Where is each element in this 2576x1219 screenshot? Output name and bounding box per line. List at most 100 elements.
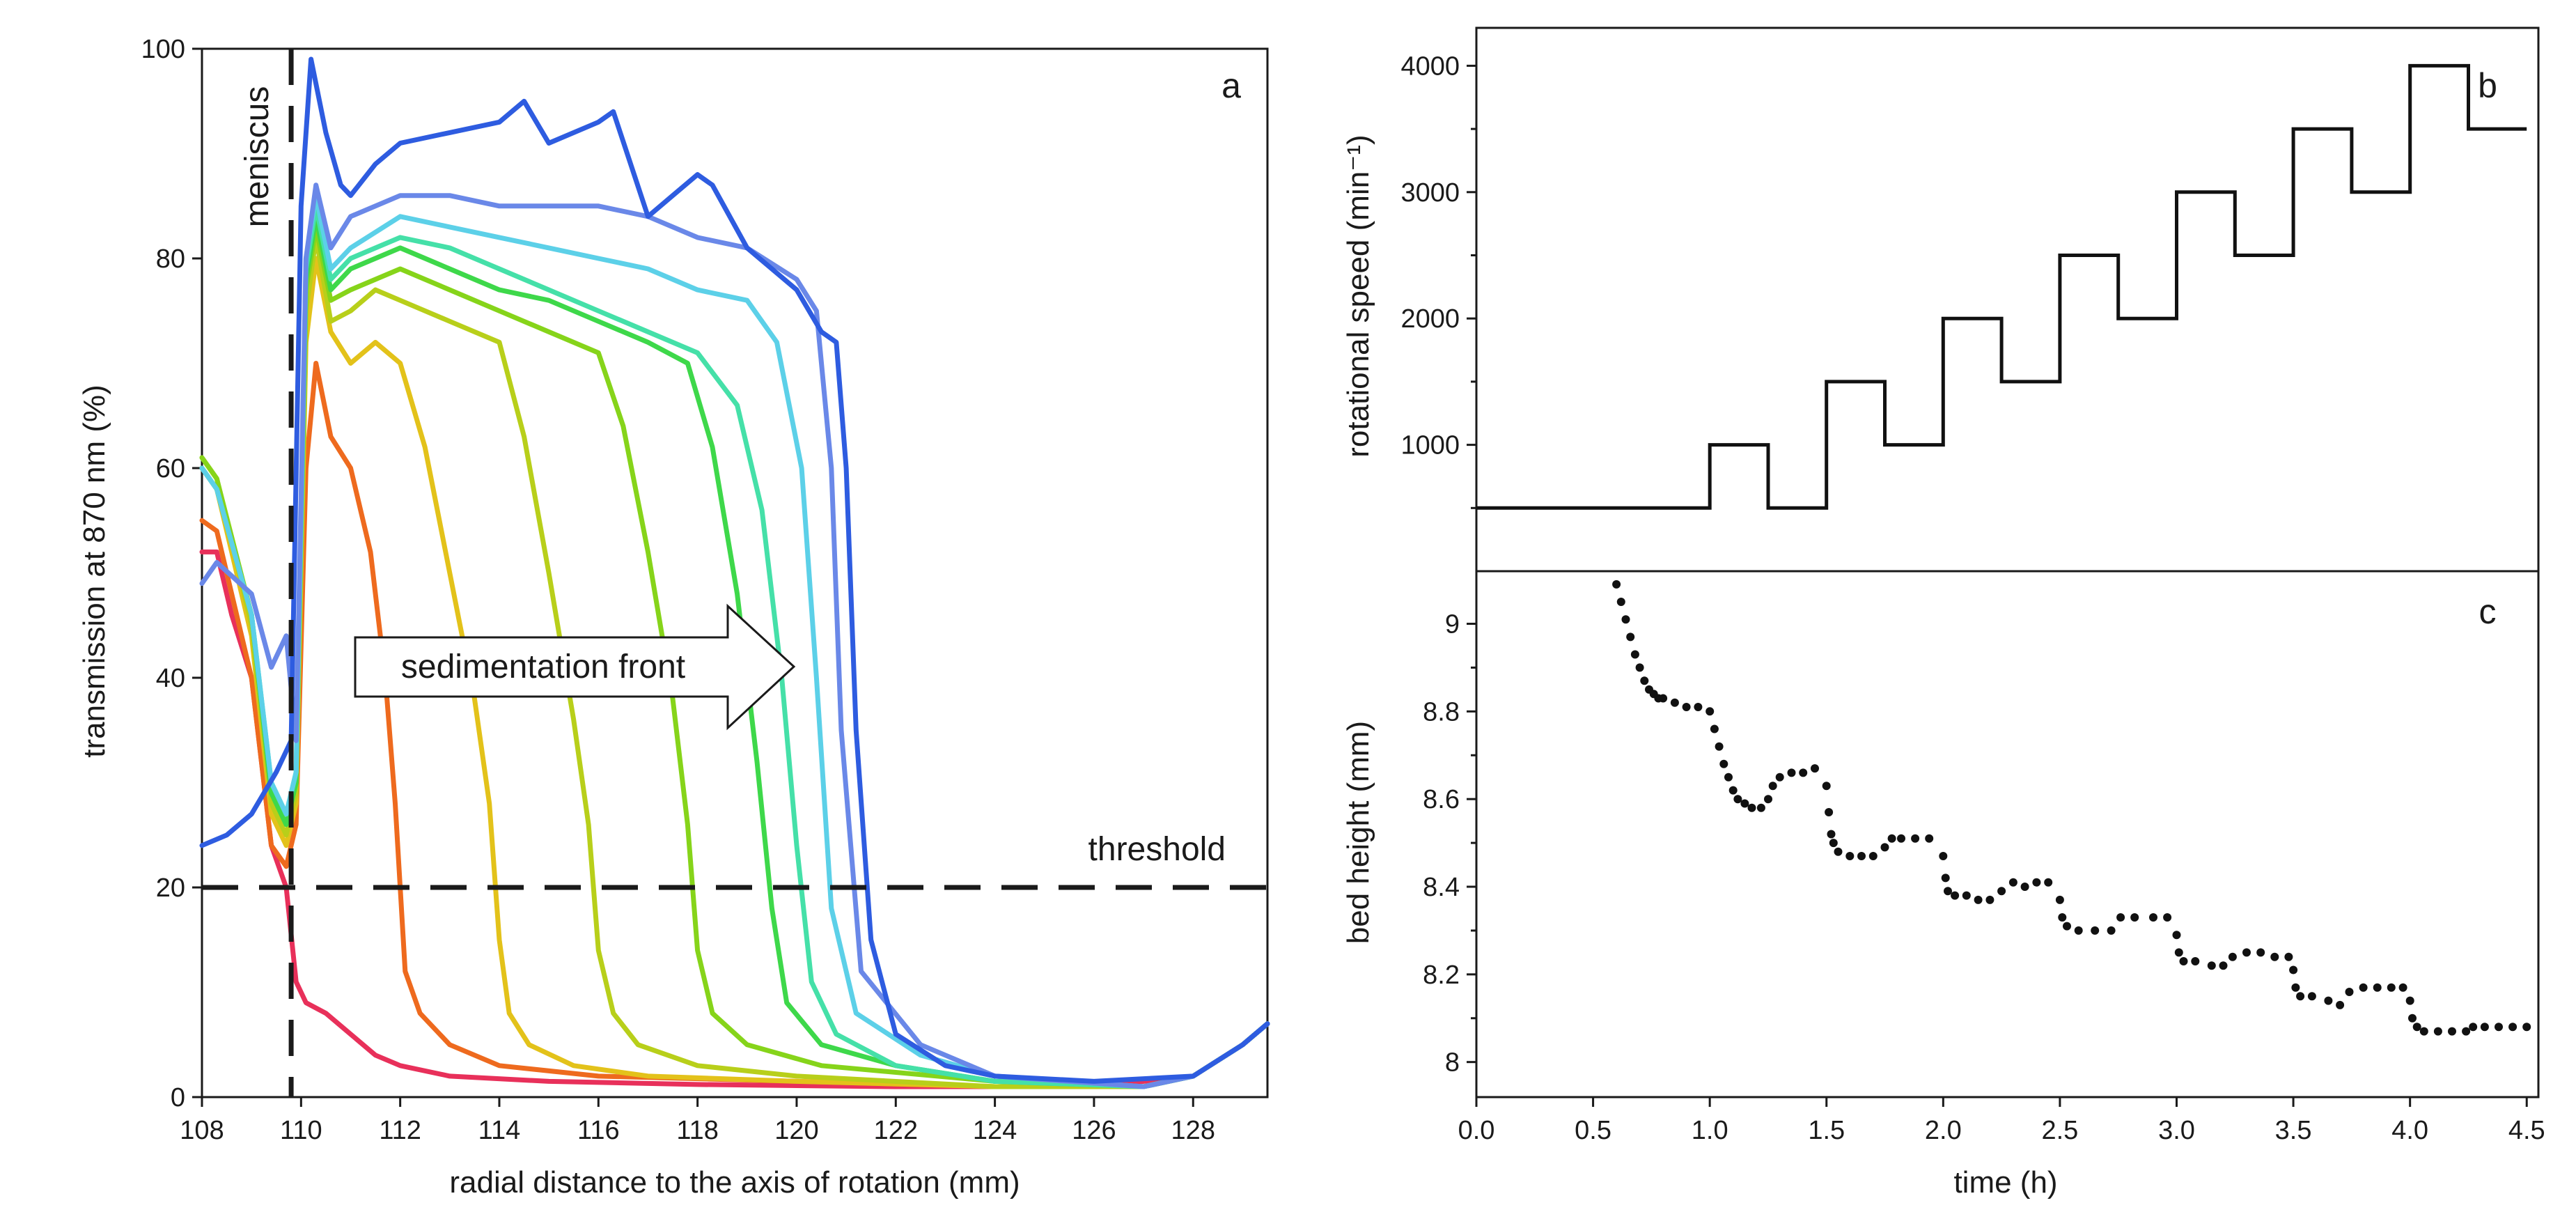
bed-height-point (2130, 913, 2139, 922)
bed-height-point (1997, 887, 2006, 896)
bed-height-point (1825, 808, 1834, 816)
panel-a-x-tick-label: 120 (774, 1116, 818, 1145)
bed-height-point (1630, 650, 1639, 659)
bed-height-point (1768, 782, 1777, 791)
bed-height-point (2270, 952, 2279, 961)
bed-height-point (2055, 895, 2064, 904)
bed-height-point (1728, 786, 1738, 795)
panel-c-y-tick-label: 8.6 (1423, 785, 1460, 814)
bed-height-point (2032, 878, 2041, 887)
bed-height-point (2373, 983, 2382, 992)
bed-height-point (2387, 983, 2396, 992)
bed-height-point (1705, 707, 1715, 716)
bed-height-point (1733, 795, 1742, 804)
panel-c-x-tick-label: 1.0 (1692, 1116, 1728, 1145)
bed-height-point (2405, 996, 2414, 1005)
sedimentation-front-arrow (354, 603, 796, 731)
bed-height-point (1719, 759, 1728, 768)
bed-height-point (2345, 988, 2354, 996)
bed-height-point (1670, 698, 1679, 707)
bed-height-point (2284, 952, 2293, 961)
panel-c-x-tick-label: 3.0 (2158, 1116, 2195, 1145)
bed-height-point (2296, 992, 2305, 1001)
panel-a-x-tick-label: 110 (280, 1116, 322, 1145)
panel-c-x-tick-label: 1.5 (1808, 1116, 1845, 1145)
panel-c-x-tick-label: 4.0 (2391, 1116, 2428, 1145)
panel-c-x-tick-label: 4.5 (2508, 1116, 2545, 1145)
bed-height-point (1621, 615, 1630, 624)
bed-height-point (1834, 847, 1843, 856)
bed-height-point (2359, 983, 2368, 992)
bed-height-point (2063, 922, 2071, 931)
bed-height-point (1941, 874, 1950, 883)
panel-c-x-tick-label: 2.5 (2041, 1116, 2078, 1145)
panel-c-x-tick-label: 0.0 (1458, 1116, 1495, 1145)
bed-height-point (1715, 742, 1724, 751)
panel-a-x-tick-label: 118 (676, 1116, 719, 1145)
bed-height-point (2044, 878, 2053, 887)
bed-height-point (2336, 1000, 2345, 1009)
panel-a-x-axis-label: radial distance to the axis of rotation … (449, 1165, 1020, 1199)
panel-c-bed-height-chart: 0.0 0.5 1.0 1.5 2.0 2.5 3.0 3.5 4.0 4.5 8 8.2 8.4 8.… (1341, 570, 2545, 1199)
panel-a-y-tick-label: 20 (156, 874, 185, 903)
bed-height-point (1925, 834, 1934, 843)
bed-height-point (2462, 1027, 2471, 1036)
bed-height-point (1827, 830, 1836, 839)
bed-height-point (1857, 852, 1866, 860)
series-line-t8 (199, 193, 1270, 1089)
bed-height-point (2324, 996, 2333, 1005)
panel-a-x-tick-label: 122 (874, 1116, 918, 1145)
panel-c-axes-frame (1475, 570, 2540, 1098)
bed-height-point (1740, 799, 1749, 808)
bed-height-point (1829, 839, 1838, 848)
panel-a-label: a (1221, 66, 1241, 105)
bed-height-point (2219, 961, 2228, 970)
bed-height-point (1616, 598, 1625, 606)
panel-a-y-tick-label: 60 (156, 454, 185, 483)
panel-a-x-ticks: 108 110 112 114 116 118 120 122 124 126 128 (180, 1097, 1215, 1145)
bed-height-point (2174, 948, 2183, 957)
bed-height-point (1939, 852, 1948, 860)
bed-height-point (2179, 957, 2188, 965)
panel-a-transmission-chart: 108 110 112 114 116 118 120 122 124 126 128 0 20 40 6… (77, 35, 1270, 1199)
panel-c-x-tick-label: 2.0 (1925, 1116, 1962, 1145)
panel-c-y-axis-label: bed height (mm) (1341, 721, 1375, 944)
bed-height-point (1962, 891, 1971, 900)
panel-b-y-tick-label: 4000 (1400, 52, 1460, 81)
panel-c-y-tick-label: 8.4 (1423, 873, 1460, 902)
bed-height-point (1694, 703, 1703, 711)
bed-height-point (1822, 782, 1831, 791)
bed-height-point (2091, 926, 2100, 935)
bed-height-point (2107, 926, 2116, 935)
panel-c-y-tick-label: 8 (1445, 1048, 1460, 1078)
panel-b-rotational-speed-chart: 1000 2000 3000 4000 b rotational speed (min… (1341, 26, 2540, 573)
bed-height-point (2291, 983, 2300, 992)
bed-height-point (1682, 703, 1691, 711)
bed-height-point (1811, 764, 1819, 773)
bed-height-point (1944, 887, 1952, 896)
bed-height-point (2398, 983, 2407, 992)
panel-c-x-tick-label: 0.5 (1575, 1116, 1611, 1145)
bed-height-point (1887, 834, 1896, 843)
bed-height-point (2495, 1023, 2503, 1032)
panel-c-y-tick-label: 8.8 (1423, 697, 1460, 727)
sedimentation-front-label: sedimentation front (401, 649, 685, 685)
bed-height-point (1635, 663, 1644, 672)
threshold-label: threshold (1088, 831, 1226, 868)
bed-height-point (1787, 768, 1796, 777)
bed-height-point (1659, 694, 1668, 703)
bed-height-point (2149, 913, 2157, 922)
bed-height-point (2008, 878, 2017, 887)
bed-height-point (1626, 632, 1635, 642)
bed-height-point (1612, 580, 1621, 589)
panel-a-x-tick-label: 128 (1171, 1116, 1215, 1145)
bed-height-point (2448, 1027, 2456, 1036)
panel-c-points-group (1612, 580, 2531, 1036)
bed-height-point (1880, 843, 1889, 852)
panel-a-x-tick-label: 116 (577, 1116, 620, 1145)
bed-height-point (2307, 992, 2316, 1001)
panel-b-y-ticks: 1000 2000 3000 4000 (1400, 52, 1476, 509)
panel-a-x-tick-label: 126 (1072, 1116, 1116, 1145)
bed-height-point (2469, 1023, 2478, 1032)
